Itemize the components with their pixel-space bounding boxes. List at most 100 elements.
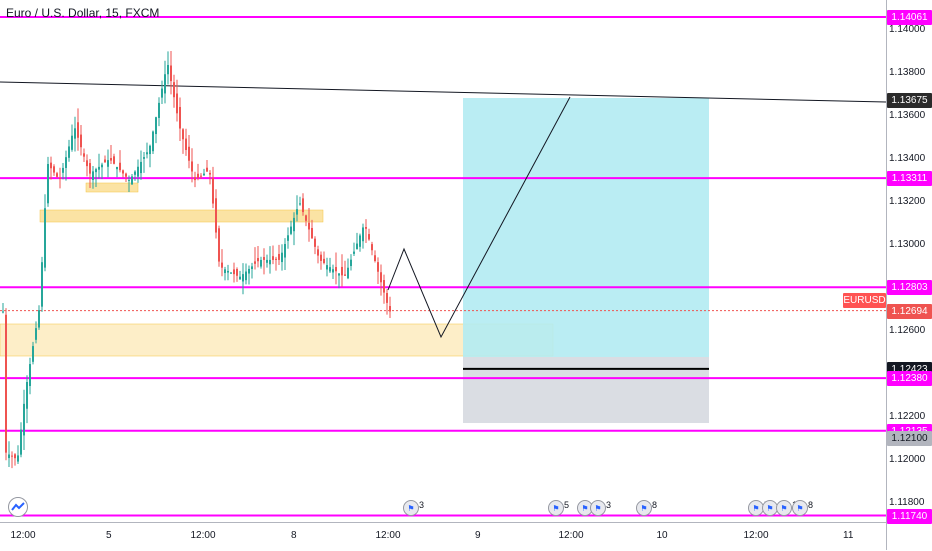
time-tick: 8 (291, 530, 297, 541)
price-tick: 1.11800 (889, 496, 925, 508)
time-tick: 12:00 (743, 530, 769, 541)
candle-body (59, 177, 61, 179)
candle-body (233, 269, 235, 275)
candle-body (173, 82, 175, 98)
time-tick: 12:00 (10, 530, 36, 541)
price-tick: 1.13200 (889, 195, 926, 207)
economic-event-icon[interactable]: ⚑ (792, 500, 808, 516)
candle-body (287, 235, 289, 241)
candle-body (146, 152, 148, 155)
candle-body (263, 257, 265, 260)
price-tag-level: 1.12380 (887, 371, 932, 387)
candle-body (110, 158, 112, 161)
candle-body (194, 177, 196, 181)
time-tick: 12:00 (558, 530, 584, 541)
candle-body (218, 228, 220, 262)
supply-zone-small (85, 182, 139, 193)
candle-body (5, 314, 7, 453)
candle-body (371, 244, 373, 251)
candle-body (71, 135, 73, 150)
price-tag-stop: 1.12100 (887, 431, 932, 447)
candle-body (317, 249, 319, 256)
chart-title: Euro / U.S. Dollar, 15, FXCM (6, 6, 160, 20)
symbol-tag: EURUSD (843, 293, 886, 308)
candle-body (344, 274, 346, 276)
candle-body (227, 270, 229, 273)
candle-body (23, 403, 25, 436)
economic-event-icon[interactable]: ⚑ (776, 500, 792, 516)
economic-event-icon[interactable]: ⚑ (636, 500, 652, 516)
economic-event-icon[interactable]: ⚑ (548, 500, 564, 516)
price-tick: 1.12600 (889, 324, 926, 336)
candle-body (254, 261, 256, 264)
candle-body (116, 167, 118, 170)
candle-body (107, 160, 109, 167)
price-tag-level: 1.12803 (887, 280, 932, 296)
candle-body (98, 166, 100, 170)
logo-icon[interactable] (8, 497, 28, 517)
candle-body (104, 159, 106, 163)
candle-body (149, 145, 151, 155)
candle-body (86, 160, 88, 167)
price-tick: 1.12200 (889, 410, 926, 422)
candle-body (179, 107, 181, 129)
candle-body (131, 176, 133, 185)
candle-body (32, 346, 34, 362)
candle-body (140, 161, 142, 174)
candle-body (275, 258, 277, 260)
price-tag-trendline: 1.13675 (887, 92, 932, 108)
candle-body (176, 93, 178, 114)
time-tick: 12:00 (375, 530, 401, 541)
candle-body (134, 171, 136, 175)
candle-body (230, 272, 232, 274)
candle-body (74, 128, 76, 139)
candle-body (113, 156, 115, 164)
candle-body (329, 267, 331, 272)
candle-body (353, 251, 355, 254)
candle-body (365, 227, 367, 229)
candle-body (362, 227, 364, 242)
candle-body (155, 117, 157, 135)
candle-body (47, 163, 49, 204)
event-count: 3 (419, 500, 425, 510)
candle-body (308, 222, 310, 230)
economic-event-icon[interactable]: ⚑ (403, 500, 419, 516)
candle-body (236, 268, 238, 276)
price-tag-level: 1.14061 (887, 9, 932, 25)
candle-body (284, 243, 286, 258)
candle-body (170, 65, 172, 82)
candle-body (29, 364, 31, 386)
candle-body (341, 266, 343, 276)
candle-body (320, 254, 322, 261)
candle-body (62, 167, 64, 173)
candle-body (188, 146, 190, 161)
candle-body (95, 169, 97, 173)
candle-body (251, 266, 253, 270)
candle-body (281, 252, 283, 263)
candle-body (266, 259, 268, 263)
time-tick: 9 (475, 530, 481, 541)
time-axis[interactable] (0, 522, 886, 551)
chart-canvas[interactable] (0, 0, 886, 522)
candle-body (323, 258, 325, 264)
candle-body (119, 162, 121, 171)
candle-body (125, 173, 127, 177)
candle-body (224, 269, 226, 274)
candle-body (209, 172, 211, 175)
candle-body (101, 164, 103, 168)
target-zone (463, 98, 709, 357)
economic-event-icon[interactable]: ⚑ (590, 500, 606, 516)
event-count: 8 (652, 500, 658, 510)
candle-body (221, 262, 223, 268)
price-axis[interactable] (886, 0, 932, 550)
candle-body (350, 259, 352, 267)
candle-body (143, 157, 145, 159)
price-tick: 1.13600 (889, 110, 926, 121)
candle-body (50, 162, 52, 169)
candle-body (8, 454, 10, 459)
candle-body (215, 198, 217, 233)
candle-body (290, 226, 292, 234)
stop-zone (463, 357, 709, 423)
candle-body (380, 272, 382, 283)
candle-body (335, 267, 337, 272)
